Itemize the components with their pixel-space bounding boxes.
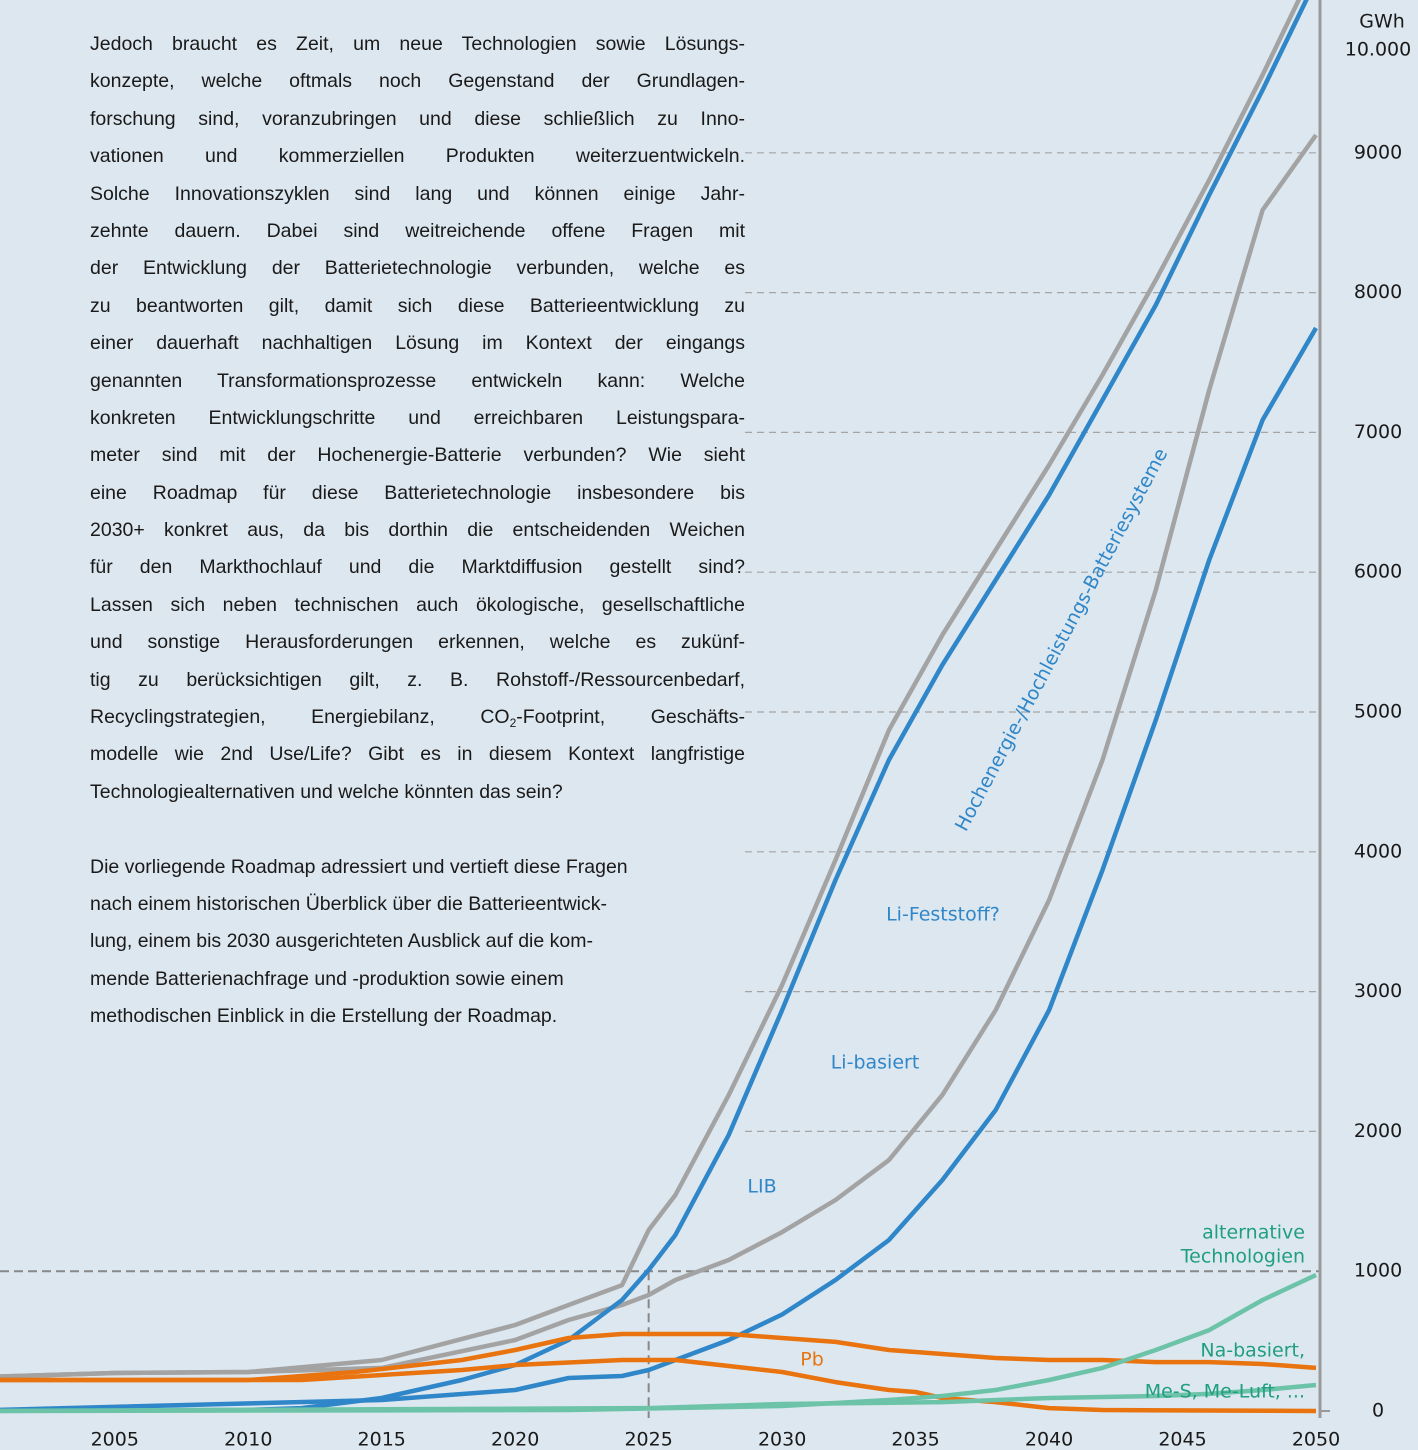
text-line: tig zu berücksichtigen gilt, z. B. Rohst… xyxy=(90,668,745,691)
y-tick-label: 9000 xyxy=(1354,141,1402,163)
text-line: 2030+ konkret aus, da bis dorthin die en… xyxy=(90,519,745,542)
text-block: Jedoch braucht es Zeit, um neue Technolo… xyxy=(90,26,745,1036)
y-tick-label: 5000 xyxy=(1354,701,1402,723)
text-line: zehnte dauern. Dabei sind weitreichende … xyxy=(90,219,745,242)
annotation: alternative xyxy=(1202,1222,1305,1244)
text-line: methodischen Einblick in die Erstellung … xyxy=(90,1005,558,1028)
line-series xyxy=(0,1357,1317,1414)
text-line: modelle wie 2nd Use/Life? Gibt es in die… xyxy=(90,743,745,766)
annotation: Me-S, Me-Luft, ... xyxy=(1145,1381,1305,1403)
x-tick-label: 2045 xyxy=(1158,1429,1206,1450)
x-tick-label: 2050 xyxy=(1292,1429,1340,1450)
text-line: zu beantworten gilt, damit sich diese Ba… xyxy=(90,294,745,317)
y-tick-label: 1000 xyxy=(1354,1260,1402,1282)
annotation: Li-basiert xyxy=(831,1052,920,1074)
line-series xyxy=(0,0,1302,1379)
text-line: lung, einem bis 2030 ausgerichteten Ausb… xyxy=(90,930,593,953)
line-series xyxy=(0,0,1309,1413)
text-line: Recyclingstrategien, Energiebilanz, CO2-… xyxy=(90,699,745,736)
y-tick-label: 10.000 xyxy=(1345,39,1411,61)
text-line: Jedoch braucht es Zeit, um neue Technolo… xyxy=(90,33,745,55)
line-series xyxy=(0,326,1318,1413)
y-tick-label: 8000 xyxy=(1354,281,1402,303)
line-series xyxy=(0,1331,1317,1383)
text-line: mende Batterienachfrage und -produktion … xyxy=(90,967,564,990)
x-tick-label: 2030 xyxy=(758,1429,806,1450)
text-span: -Footprint, Geschäfts- xyxy=(516,706,745,729)
text-line: nach einem historischen Überblick über d… xyxy=(90,892,607,915)
text-line: Technologiealternativen und welche könnt… xyxy=(90,780,563,803)
text-line: für den Markthochlauf und die Marktdiffu… xyxy=(90,556,745,579)
x-tick-label: 2010 xyxy=(224,1429,272,1450)
text-line: Die vorliegende Roadmap adressiert und v… xyxy=(90,855,628,878)
annotation: Na-basiert, xyxy=(1200,1340,1305,1362)
subscript: 2 xyxy=(509,716,517,731)
text-line: Lassen sich neben technischen auch ökolo… xyxy=(90,593,745,616)
x-tick-label: 2005 xyxy=(91,1429,139,1450)
paragraph: Jedoch braucht es Zeit, um neue Technolo… xyxy=(90,26,745,811)
y-tick-label: 0 xyxy=(1372,1400,1384,1422)
x-tick-label: 2040 xyxy=(1025,1429,1073,1450)
text-line: der Entwicklung der Batterietechnologie … xyxy=(90,257,745,280)
line-series xyxy=(0,1272,1317,1414)
text-line: Solche Innovationszyklen sind lang und k… xyxy=(90,182,745,205)
line-series xyxy=(0,133,1318,1379)
text-line: genannten Transformationsprozesse entwic… xyxy=(90,369,745,392)
annotation: LIB xyxy=(747,1176,776,1198)
text-span: Recyclingstrategien, Energiebilanz, CO xyxy=(90,706,510,729)
text-line: forschung sind, voranzubringen und diese… xyxy=(90,107,745,130)
x-tick-label: 2020 xyxy=(491,1429,539,1450)
annotation: Pb xyxy=(800,1349,824,1371)
text-line: konzepte, welche oftmals noch Gegenstand… xyxy=(90,70,745,93)
plot-area xyxy=(0,0,1318,1414)
annotation: Li-Feststoff? xyxy=(886,904,1000,926)
annotation: Technologien xyxy=(1180,1246,1305,1268)
text-line: vationen und kommerziellen Produkten wei… xyxy=(90,145,745,168)
paragraph: Die vorliegende Roadmap adressiert und v… xyxy=(90,849,745,1036)
y-tick-label: 3000 xyxy=(1354,980,1402,1002)
y-tick-label: 2000 xyxy=(1354,1120,1402,1142)
x-tick-label: 2025 xyxy=(624,1429,672,1450)
text-line: meter sind mit der Hochenergie-Batterie … xyxy=(90,444,745,467)
line-series xyxy=(0,1382,1317,1414)
text-line: eine Roadmap für diese Batterietechnolog… xyxy=(90,481,745,504)
x-tick-label: 2015 xyxy=(358,1429,406,1450)
text-line: und sonstige Herausforderungen erkennen,… xyxy=(90,631,745,654)
y-unit: GWh xyxy=(1359,11,1405,33)
y-tick-label: 4000 xyxy=(1354,840,1402,862)
text-line: konkreten Entwicklungschritte und erreic… xyxy=(90,406,745,429)
y-tick-label: 6000 xyxy=(1354,561,1402,583)
x-tick-label: 2035 xyxy=(891,1429,939,1450)
y-tick-label: 7000 xyxy=(1354,421,1402,443)
text-line: einer dauerhaft nachhaltigen Lösung im K… xyxy=(90,332,745,355)
